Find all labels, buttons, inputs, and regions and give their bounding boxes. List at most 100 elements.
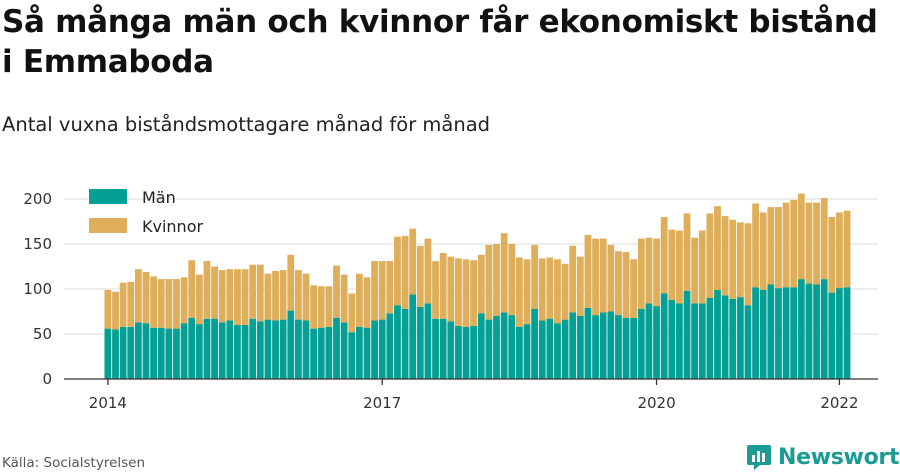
bar-men [820,279,828,379]
bar-women [775,207,782,289]
bar-men [683,290,691,379]
bar-women [104,289,112,329]
bar-men [843,287,851,379]
bar-men [211,318,218,379]
y-tick-label-150: 150 [23,235,52,253]
bar-women [599,238,607,313]
bar-men [378,319,386,379]
bar-women [142,271,150,324]
bar-women [515,257,523,327]
bar-men [127,326,135,379]
bar-women [371,261,378,321]
bar-women [767,207,775,285]
bar-men [386,313,394,379]
bar-women [576,256,584,316]
bar-women [797,193,805,280]
y-tick-label-200: 200 [23,190,52,208]
x-tick-label-2014: 2014 [89,394,127,412]
bar-women [531,244,539,309]
bar-men [615,315,622,379]
bar-men [371,320,378,379]
bar-women [470,260,478,326]
bar-women [706,213,714,298]
bar-women [828,217,836,293]
bar-women [668,229,676,300]
bar-men [180,323,188,379]
bar-women [561,263,569,320]
bar-women [150,276,158,328]
x-axis: 2014 2017 2020 2022 [64,378,878,412]
bar-women [310,285,318,329]
bar-women [637,238,645,309]
bar-women [340,274,348,323]
bar-women [119,282,127,327]
bar-men [432,318,439,379]
bar-women [165,279,173,329]
bar-men [317,327,325,379]
bar-men [477,313,485,379]
x-tick-label-2017: 2017 [363,394,401,412]
bar-women [660,217,668,294]
bar-women [409,228,417,295]
bar-women [546,257,554,319]
bar-men [340,322,348,379]
bar-men [188,317,196,379]
bar-women [691,237,699,304]
bar-women [188,260,196,318]
bar-women [462,259,470,327]
bar-men [790,287,798,379]
bar-men [523,324,531,379]
bar-men [607,311,615,379]
bar-women [500,233,508,313]
bar-men [134,322,142,379]
bar-men [767,284,775,379]
legend: Män Kvinnor [89,188,203,236]
bar-women [622,252,630,318]
bar-men [515,326,523,379]
bar-men [653,306,660,379]
bar-women [348,293,356,333]
bar-women [416,245,424,307]
bar-men [447,321,455,379]
bar-women [363,277,371,328]
bar-women [226,269,234,321]
bar-women [447,256,455,322]
bar-men [584,307,592,379]
bar-men [401,308,409,379]
bar-men [706,298,714,379]
bar-women [554,259,561,324]
bar-men [538,320,546,379]
bar-men [561,319,569,379]
bar-women [325,286,333,327]
bar-men [637,308,645,379]
bar-women [401,235,409,309]
bar-men [622,317,630,379]
bar-women [805,202,813,284]
bar-women [333,265,340,318]
bar-men [394,305,401,379]
bar-women [683,213,691,291]
bar-men [287,310,295,379]
bar-men [218,322,226,379]
bar-women [759,212,767,290]
bar-women [813,202,820,285]
chart-subtitle: Antal vuxna biståndsmottagare månad för … [2,113,491,136]
bar-women [234,269,241,325]
bar-women [836,212,843,289]
bar-men [645,303,653,379]
bar-men [759,289,767,379]
bar-men [493,316,500,379]
bar-women [752,203,759,288]
bar-men [485,319,493,379]
bar-men [424,303,432,379]
bar-men [112,329,119,379]
brand-name: Newsworthy [778,444,900,470]
bar-women [698,230,706,304]
bar-women [287,254,295,311]
bar-women [272,271,279,321]
bar-men [500,312,508,379]
bar-men [409,294,417,379]
legend-label-women: Kvinnor [142,217,203,236]
bar-women [279,270,287,320]
bar-women [249,264,257,319]
